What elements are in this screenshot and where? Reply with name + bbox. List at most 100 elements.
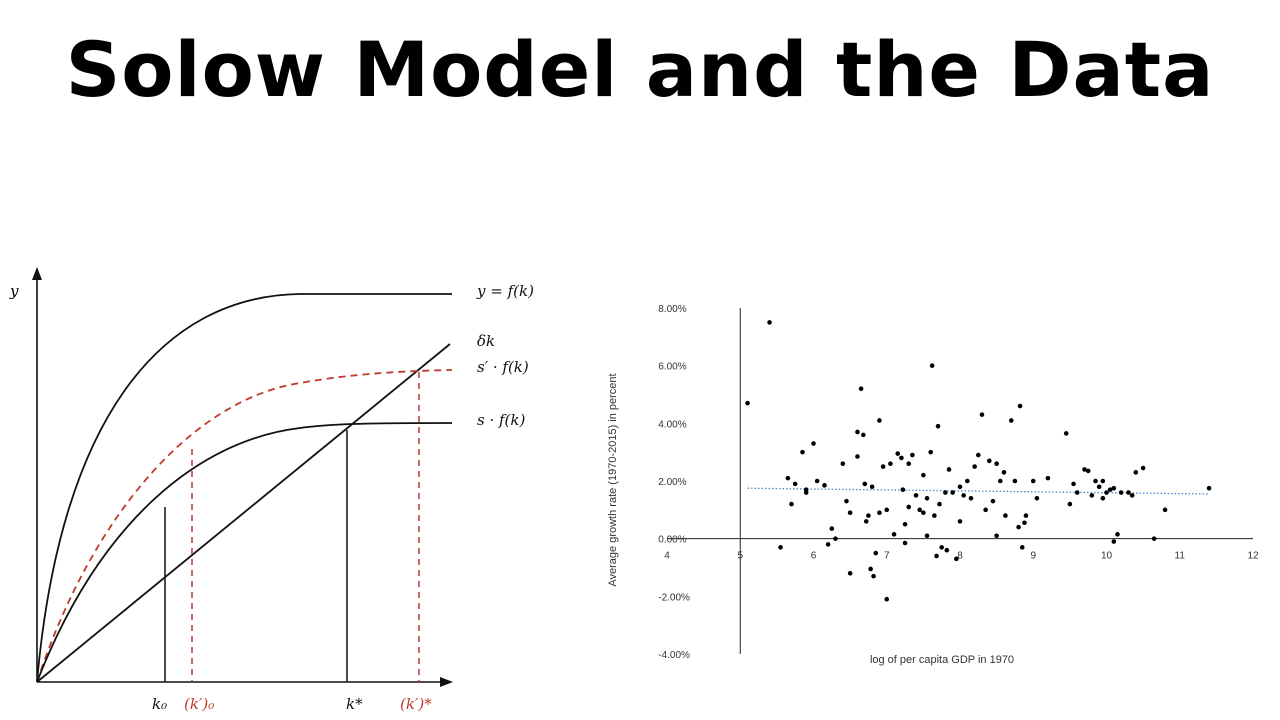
y-tick-label: 6.00% bbox=[658, 362, 686, 373]
data-point bbox=[1003, 513, 1008, 518]
x-tick-label: 9 bbox=[1030, 551, 1036, 562]
data-point bbox=[987, 458, 992, 464]
data-point bbox=[880, 464, 886, 469]
x-tick-label-2: (k′)₀ bbox=[184, 695, 214, 713]
x-tick-label: 6 bbox=[811, 551, 817, 562]
y-tick-label: 4.00% bbox=[658, 419, 686, 430]
x-tick-label-1: k₀ bbox=[152, 695, 167, 713]
data-point bbox=[829, 526, 835, 531]
data-point bbox=[1012, 478, 1018, 484]
data-point bbox=[1115, 532, 1120, 537]
data-point bbox=[994, 533, 999, 539]
data-point bbox=[847, 570, 853, 576]
data-point bbox=[1100, 496, 1106, 501]
y-tick-label: 0.00% bbox=[658, 535, 686, 546]
y-tick-label: 2.00% bbox=[658, 477, 686, 488]
data-point bbox=[789, 501, 794, 507]
data-point bbox=[833, 536, 838, 541]
data-point bbox=[902, 540, 908, 546]
data-point bbox=[844, 498, 849, 504]
data-point bbox=[1151, 536, 1157, 541]
data-point bbox=[913, 493, 919, 498]
curve-4 bbox=[36, 422, 453, 683]
data-point bbox=[972, 464, 977, 469]
data-point bbox=[957, 519, 963, 524]
data-point bbox=[861, 432, 866, 438]
data-point bbox=[803, 487, 809, 492]
data-point bbox=[877, 418, 882, 423]
data-point bbox=[994, 461, 999, 467]
data-point bbox=[937, 501, 942, 507]
data-point bbox=[957, 484, 963, 490]
data-point bbox=[862, 481, 868, 487]
y-tick-label: -4.00% bbox=[658, 650, 690, 661]
data-point bbox=[1162, 507, 1168, 513]
data-point bbox=[1085, 468, 1091, 474]
data-point bbox=[1129, 493, 1135, 498]
data-point bbox=[811, 441, 816, 446]
data-point bbox=[1089, 493, 1095, 498]
data-point bbox=[1111, 485, 1117, 491]
data-point bbox=[1104, 490, 1109, 495]
data-point bbox=[939, 545, 944, 550]
data-point bbox=[1045, 475, 1051, 481]
data-point bbox=[924, 496, 930, 501]
data-point bbox=[863, 519, 869, 524]
data-point bbox=[1082, 467, 1087, 472]
page-title: Solow Model and the Data bbox=[65, 25, 1215, 114]
data-point bbox=[921, 510, 926, 516]
data-point bbox=[1093, 478, 1098, 484]
data-point bbox=[1107, 487, 1113, 492]
data-point bbox=[1019, 545, 1025, 550]
data-point bbox=[840, 461, 846, 467]
data-point bbox=[869, 484, 875, 490]
data-point bbox=[1096, 484, 1102, 490]
x-tick-label-4: (k′)* bbox=[400, 695, 432, 713]
data-point bbox=[935, 423, 941, 429]
data-point bbox=[825, 542, 831, 547]
data-point bbox=[1034, 496, 1040, 501]
data-point bbox=[1067, 501, 1073, 507]
data-point bbox=[847, 510, 853, 516]
data-point bbox=[924, 533, 930, 539]
data-point bbox=[778, 545, 783, 550]
data-point bbox=[917, 507, 923, 513]
x-tick-label: 7 bbox=[884, 551, 890, 562]
data-point bbox=[910, 452, 915, 458]
x-tick-label-3: k* bbox=[346, 695, 363, 713]
data-point bbox=[950, 490, 955, 495]
x-tick-label: 10 bbox=[1101, 551, 1113, 562]
curve-label-3: s′ · f(k) bbox=[477, 358, 529, 376]
data-point bbox=[873, 550, 879, 556]
data-point bbox=[822, 483, 827, 488]
data-point bbox=[929, 363, 935, 368]
data-point bbox=[1030, 478, 1036, 484]
y-tick-label: -2.00% bbox=[658, 592, 690, 603]
curve-label-1: y = f(k) bbox=[476, 282, 534, 300]
data-point bbox=[1126, 490, 1131, 495]
curve-label-4: s · f(k) bbox=[477, 411, 525, 429]
data-point bbox=[1118, 490, 1124, 495]
data-point bbox=[858, 386, 864, 392]
curve-label-2: δk bbox=[477, 332, 495, 350]
x-tick-label: 11 bbox=[1175, 551, 1186, 562]
y-axis-label: y bbox=[9, 282, 19, 300]
data-point bbox=[1074, 490, 1080, 495]
data-point bbox=[745, 400, 750, 406]
data-point bbox=[990, 498, 996, 504]
data-point bbox=[1022, 520, 1027, 526]
curve-1 bbox=[36, 293, 452, 683]
data-point bbox=[906, 504, 912, 510]
data-point bbox=[800, 449, 805, 455]
data-point bbox=[888, 461, 893, 467]
data-point bbox=[965, 478, 970, 484]
data-point bbox=[976, 452, 981, 458]
data-point bbox=[902, 521, 908, 527]
data-point bbox=[906, 461, 912, 467]
x-tick-label: 8 bbox=[957, 551, 963, 562]
data-point bbox=[1063, 431, 1069, 436]
data-point bbox=[767, 320, 772, 325]
y-axis-arrow bbox=[32, 267, 42, 280]
